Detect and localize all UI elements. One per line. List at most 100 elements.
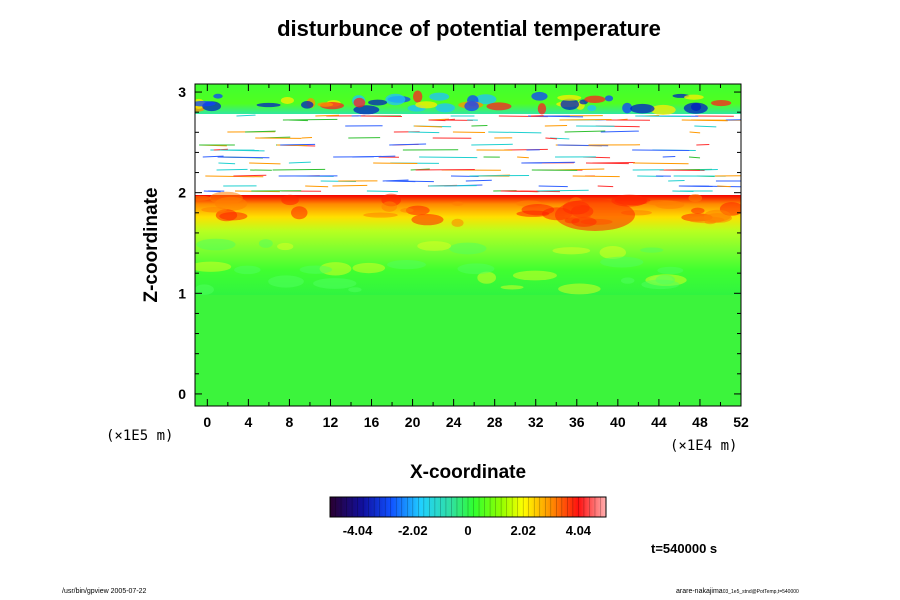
speckle-segment	[452, 131, 486, 134]
mid-eddy	[620, 277, 635, 284]
colorbar-tick-label: 0	[464, 523, 471, 538]
y-axis-title: Z-coordinate	[141, 187, 162, 302]
top-eddy	[584, 95, 606, 104]
top-eddy	[587, 104, 597, 112]
x-axis-unit: (×1E4 m)	[670, 438, 737, 454]
speckle-segment	[681, 119, 728, 122]
colorbar-ticks: -4.04 -2.02 0 2.02 4.04	[343, 523, 592, 538]
interface-eddy	[614, 196, 651, 206]
x-tick-label: 8	[286, 414, 294, 430]
mid-eddy	[313, 278, 357, 289]
top-eddy	[464, 101, 479, 112]
lower-layer-band	[195, 290, 741, 406]
colorbar-tick-label: 4.04	[566, 523, 592, 538]
top-eddy	[317, 102, 334, 107]
footer-right-name: arare-nakajima	[676, 588, 723, 595]
top-eddy	[353, 97, 366, 108]
mid-eddy	[386, 260, 426, 270]
speckle-segment	[272, 168, 326, 171]
speckle-segment	[218, 162, 236, 165]
mid-eddy	[195, 284, 214, 295]
top-eddy	[213, 93, 223, 99]
x-tick-label: 0	[203, 414, 211, 430]
x-tick-label: 40	[610, 414, 626, 430]
y-tick-label: 3	[178, 84, 186, 100]
mid-eddy	[558, 283, 601, 295]
mid-eddy	[449, 242, 487, 255]
speckle-segment	[635, 115, 691, 118]
top-eddy	[650, 104, 676, 115]
speckle-segment	[373, 162, 418, 165]
mid-eddy	[348, 287, 362, 293]
colorbar-tick-label: 2.02	[511, 523, 536, 538]
speckle-segment	[315, 114, 340, 117]
mid-eddy	[657, 266, 684, 275]
speckle-segment	[202, 155, 224, 158]
mid-eddy	[640, 247, 664, 253]
x-axis-title: X-coordinate	[410, 462, 526, 483]
speckle-segment	[217, 156, 270, 159]
interface-eddy	[411, 214, 444, 226]
speckle-segment	[632, 162, 689, 165]
interface-eddy	[405, 205, 430, 216]
speckle-segment	[597, 185, 614, 188]
speckle-segment	[517, 156, 529, 159]
interface-eddy	[451, 201, 464, 206]
speckle-segment	[715, 175, 741, 177]
mid-eddy	[512, 270, 557, 281]
top-eddy	[604, 95, 614, 102]
mid-eddy	[600, 256, 644, 268]
x-tick-label: 28	[487, 414, 503, 430]
interface-features	[195, 191, 741, 295]
top-eddy	[385, 93, 406, 106]
speckle-segment	[305, 185, 329, 188]
interface-eddy	[691, 207, 705, 214]
mid-eddy	[599, 245, 627, 260]
footer-right: arare-nakajima03_1e5_stnd@PotTemp,t=5400…	[676, 588, 799, 595]
speckle-lines	[199, 114, 741, 193]
speckle-segment	[249, 162, 281, 165]
speckle-segment	[389, 143, 427, 146]
x-tick-label: 20	[405, 414, 421, 430]
speckle-segment	[699, 168, 718, 171]
y-tick-label: 2	[178, 185, 186, 201]
top-eddy	[531, 91, 548, 101]
mid-eddy	[195, 261, 232, 272]
speckle-segment	[203, 190, 221, 193]
colorbar-stripes	[335, 497, 601, 517]
speckle-segment	[332, 184, 368, 187]
top-eddy	[537, 103, 547, 115]
interface-eddy	[281, 194, 299, 206]
interface-eddy	[704, 209, 731, 222]
mid-eddy	[552, 247, 591, 255]
interface-eddy	[291, 206, 308, 220]
speckle-segment	[465, 179, 492, 182]
x-tick-label: 36	[569, 414, 585, 430]
mid-eddy	[477, 271, 497, 284]
top-layer-features	[195, 90, 732, 115]
heatmap-field	[195, 84, 741, 406]
top-eddy	[280, 97, 294, 104]
top-eddy	[256, 102, 281, 108]
chart-title: disturbunce of potential temperature	[277, 16, 661, 41]
interface-eddy	[363, 212, 398, 218]
interface-eddy	[219, 212, 248, 221]
speckle-segment	[696, 143, 710, 146]
footer-right-id: 03_1e5_stnd@PotTemp,t=540000	[722, 589, 799, 595]
speckle-segment	[366, 190, 398, 193]
interface-eddy	[400, 208, 414, 213]
top-eddy	[412, 90, 423, 103]
interface-eddy	[646, 199, 677, 206]
speckle-segment	[444, 118, 456, 121]
top-eddy	[683, 102, 708, 114]
x-tick-label: 4	[244, 414, 252, 430]
speckle-segment	[408, 131, 440, 134]
top-eddy	[557, 94, 582, 101]
interface-eddy	[201, 207, 227, 213]
x-tick-label: 32	[528, 414, 544, 430]
interface-eddy	[451, 218, 464, 227]
top-eddy	[711, 99, 732, 107]
speckle-segment	[236, 114, 256, 117]
speckle-segment	[419, 156, 478, 159]
